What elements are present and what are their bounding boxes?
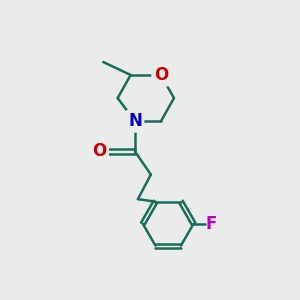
Text: O: O [92,142,106,160]
Text: O: O [154,66,168,84]
Text: N: N [128,112,142,130]
Text: F: F [206,215,217,233]
